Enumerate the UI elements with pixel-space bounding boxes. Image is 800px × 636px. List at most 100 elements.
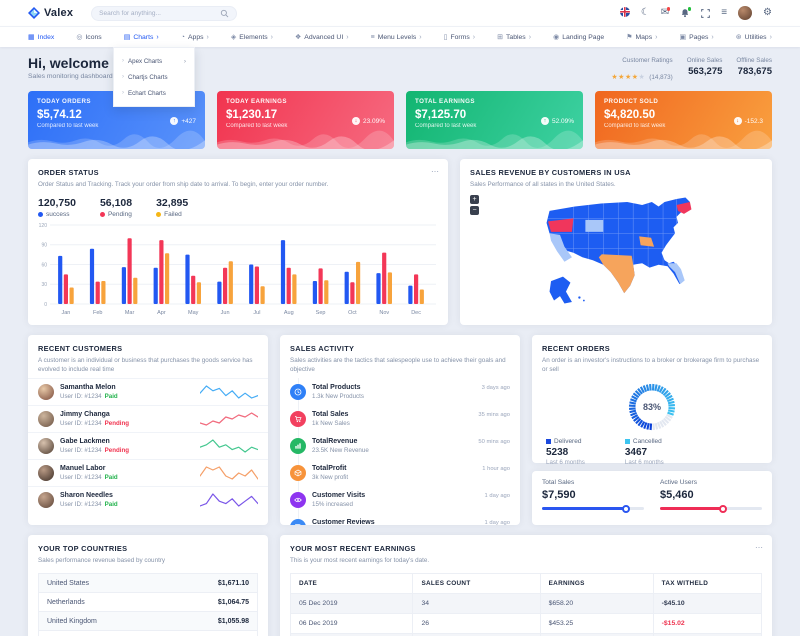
fullscreen-icon[interactable] xyxy=(701,8,711,18)
nav-item-apps[interactable]: ◔ Apps › xyxy=(181,34,209,41)
nav-item-index[interactable]: ▦ Index xyxy=(28,33,54,42)
svg-text:Aug: Aug xyxy=(284,310,294,316)
stat-card-total-earnings[interactable]: TOTAL EARNINGS $7,125.70 Compared to las… xyxy=(406,91,583,149)
arrow-icon: ↓ xyxy=(351,117,360,125)
topbar-icons: ☾ ✉ ≡ ⚙ xyxy=(619,6,772,20)
forms-icon: ▯ xyxy=(443,34,448,41)
customer-row[interactable]: Manuel Labor User ID: #1234 Paid xyxy=(28,459,268,486)
nav-item-icons[interactable]: ◎ Icons xyxy=(76,33,101,42)
nav-item-menu-levels[interactable]: ≡ Menu Levels › xyxy=(371,34,422,41)
user-avatar[interactable] xyxy=(738,6,753,20)
country-row[interactable]: United Kingdom $1,055.98 xyxy=(39,611,257,631)
stat-card-badge: ↑ +427 xyxy=(170,117,196,125)
customer-row[interactable]: Sharon Needles User ID: #1234 Paid xyxy=(28,486,268,513)
activity-row[interactable]: Total Sales 1k New Sales 35 mins ago xyxy=(280,405,520,432)
stat-card-today-orders[interactable]: TODAY ORDERS $5,74.12 Compared to last w… xyxy=(28,91,205,149)
activity-time: 35 mins ago xyxy=(478,411,510,418)
customer-name: Sharon Needles xyxy=(60,492,113,500)
charts-dropdown-menu: › Apex Charts › › Chartjs Charts › Echart Ch… xyxy=(113,47,195,107)
status-badge: Pending xyxy=(104,420,130,428)
usa-map[interactable] xyxy=(460,193,772,316)
table-row[interactable]: 06 Dec 2019 26 $453.25 -$15.02 xyxy=(289,613,763,635)
customer-row[interactable]: Jimmy Changa User ID: #1234 Pending xyxy=(28,405,268,432)
col-header-date[interactable]: DATE xyxy=(289,573,414,595)
chevron-right-icon: › xyxy=(346,33,349,41)
state-alaska[interactable] xyxy=(549,276,572,304)
options-dots-icon[interactable]: ⋯ xyxy=(755,543,763,552)
state-hawaii[interactable] xyxy=(578,296,581,299)
customer-sparkline xyxy=(200,439,258,453)
customer-row[interactable]: Gabe Lackmen User ID: #1234 Pending xyxy=(28,432,268,459)
total-sales-slider[interactable] xyxy=(542,504,644,513)
stat-card-product-sold[interactable]: PRODUCT SOLD $4,820.50 Compared to last … xyxy=(595,91,772,149)
nav-item-advanced-ui[interactable]: ❖ Advanced UI › xyxy=(295,33,349,42)
stat-card-compare: Compared to last week xyxy=(604,123,666,129)
status-badge: Paid xyxy=(104,393,118,401)
dropdown-item-chartjs-charts[interactable]: › Chartjs Charts xyxy=(114,69,194,85)
main-menu-icon[interactable]: ≡ xyxy=(721,7,728,18)
clock-icon xyxy=(290,383,306,400)
state-new-york[interactable] xyxy=(676,202,692,215)
legend-dot-icon xyxy=(38,212,43,218)
legend-dot-icon xyxy=(99,212,105,218)
dropdown-item-echart-charts[interactable]: › Echart Charts xyxy=(114,85,194,101)
state-wyoming[interactable] xyxy=(585,220,604,232)
nav-item-forms[interactable]: ▯ Forms › xyxy=(443,33,475,42)
language-flag-icon[interactable] xyxy=(619,6,630,20)
state-florida[interactable] xyxy=(667,263,685,285)
country-row[interactable]: Netherlands $1,064.75 xyxy=(39,592,257,611)
state-texas[interactable] xyxy=(598,254,635,294)
legend-delivered: Delivered 5238 Last 6 months xyxy=(546,438,585,466)
slider-knob[interactable] xyxy=(719,504,728,513)
stat-card-today-earnings[interactable]: TODAY EARNINGS $1,230.17 Compared to las… xyxy=(217,91,394,149)
activity-row[interactable]: Customer Visits 15% increased 1 day ago xyxy=(280,486,520,513)
activity-row[interactable]: Total Products 1.3k New Products 3 days a… xyxy=(280,378,520,405)
nav-item-charts[interactable]: ▤ Charts › xyxy=(124,33,159,42)
messages-icon[interactable]: ✉ xyxy=(660,7,671,18)
brand-logo[interactable]: Valex xyxy=(28,7,73,19)
state-hawaii[interactable] xyxy=(582,299,585,302)
search-bar[interactable] xyxy=(91,5,238,21)
activity-row[interactable]: TotalProfit 3k New profit 1 hour ago xyxy=(280,459,520,486)
col-header-earnings[interactable]: EARNINGS xyxy=(539,573,654,595)
nav-item-maps[interactable]: ⚑ Maps › xyxy=(626,33,657,42)
customer-row[interactable]: Samantha Melon User ID: #1234 Paid xyxy=(28,378,268,405)
settings-gear-icon[interactable]: ⚙ xyxy=(763,7,772,18)
search-input[interactable] xyxy=(99,9,221,17)
options-dots-icon[interactable]: ⋯ xyxy=(431,167,439,176)
col-header-sales-count[interactable]: SALES COUNT xyxy=(412,573,541,595)
table-row[interactable]: 05 Dec 2019 34 $658.20 -$45.10 xyxy=(289,593,763,615)
card-subtitle: A customer is an individual or business … xyxy=(38,357,253,374)
slider-knob[interactable] xyxy=(621,504,630,513)
country-row[interactable]: Canada$1,045.49 xyxy=(39,630,257,636)
country-row[interactable]: United States $1,671.10 xyxy=(39,574,257,593)
active-users-slider[interactable] xyxy=(660,504,762,513)
zoom-in-button[interactable]: + xyxy=(470,195,479,204)
nav-item-tables[interactable]: ⊞ Tables › xyxy=(497,33,531,42)
nav-item-landing-page[interactable]: ◉ Landing Page xyxy=(553,33,604,42)
legend-value: 3467 xyxy=(624,447,648,459)
country-value: $1,055.98 xyxy=(217,617,249,625)
state-oregon[interactable] xyxy=(548,218,574,232)
recent-customers-card: RECENT CUSTOMERS A customer is an indivi… xyxy=(28,335,268,525)
svg-text:Oct: Oct xyxy=(348,310,357,316)
nav-item-elements[interactable]: ◈ Elements › xyxy=(231,33,273,42)
nav-item-utilities[interactable]: ⊛ Utilities › xyxy=(736,33,772,42)
search-icon[interactable] xyxy=(220,9,229,18)
header-stats: Customer Ratings ★★★★★ (14,873) Online S… xyxy=(611,55,772,84)
activity-row[interactable]: TotalRevenue 23.5K New Revenue 50 mins ag… xyxy=(280,432,520,459)
dropdown-item-apex-charts[interactable]: › Apex Charts › xyxy=(114,53,194,69)
avatar xyxy=(38,438,54,455)
bullet-icon: › xyxy=(122,74,124,80)
nav-item-pages[interactable]: ▣ Pages › xyxy=(679,33,713,42)
notifications-bell-icon[interactable] xyxy=(680,7,692,18)
dark-mode-icon[interactable]: ☾ xyxy=(640,7,650,18)
zoom-out-button[interactable]: − xyxy=(470,206,479,215)
col-header-tax[interactable]: TAX WITHELD xyxy=(652,573,763,595)
country-name: United States xyxy=(47,579,90,587)
state-missouri[interactable] xyxy=(639,236,655,247)
state-california[interactable] xyxy=(549,233,572,262)
cell-count: 26 xyxy=(412,613,541,635)
